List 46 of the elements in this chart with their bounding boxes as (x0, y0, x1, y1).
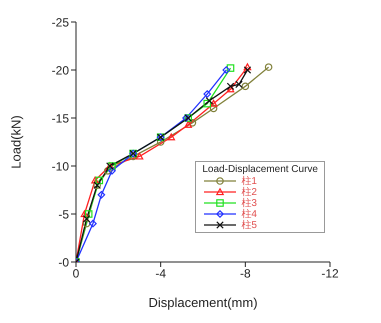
point (136, 152, 144, 160)
legend-label: 柱4 (241, 207, 257, 220)
point (226, 85, 234, 92)
point (184, 120, 192, 128)
point (80, 210, 88, 218)
point (188, 119, 196, 127)
x-tick-label: 0 (72, 266, 80, 281)
x-tick-label: -8 (240, 266, 251, 281)
point (129, 152, 137, 160)
legend-label: 柱1 (241, 174, 257, 186)
point (203, 90, 212, 98)
point (242, 82, 250, 90)
y-axis-title: Load(kN) (8, 115, 24, 169)
point (108, 167, 116, 175)
point (156, 138, 164, 146)
point (244, 66, 252, 74)
x-axis-title: Displacement(mm) (148, 295, 258, 310)
y-tick-label: -5 (58, 207, 70, 222)
point (82, 220, 90, 228)
point (89, 220, 97, 228)
point (244, 63, 252, 70)
x-tick-label: -4 (155, 266, 166, 281)
point (264, 63, 272, 71)
legend-title: Load-Displacement Curve (202, 164, 318, 175)
point (82, 215, 90, 223)
point (98, 191, 106, 199)
point (95, 176, 104, 184)
point (222, 66, 230, 74)
point (203, 100, 212, 108)
point (206, 96, 214, 105)
x-tick-label: -12 (321, 266, 339, 281)
point (84, 210, 92, 218)
y-tick-label: -10 (52, 159, 70, 174)
point (167, 133, 176, 140)
y-tick-label: -20 (52, 63, 70, 78)
y-tick-label: -15 (52, 111, 70, 126)
y-tick-label: -0 (58, 255, 70, 270)
point (210, 100, 218, 107)
point (104, 167, 112, 175)
point (91, 176, 99, 184)
legend-label: 柱5 (241, 218, 257, 232)
y-tick-label: -25 (52, 15, 70, 30)
point (210, 104, 218, 112)
legend-label: 柱3 (241, 196, 257, 208)
point (226, 64, 234, 72)
legend-label: 柱2 (241, 186, 257, 198)
